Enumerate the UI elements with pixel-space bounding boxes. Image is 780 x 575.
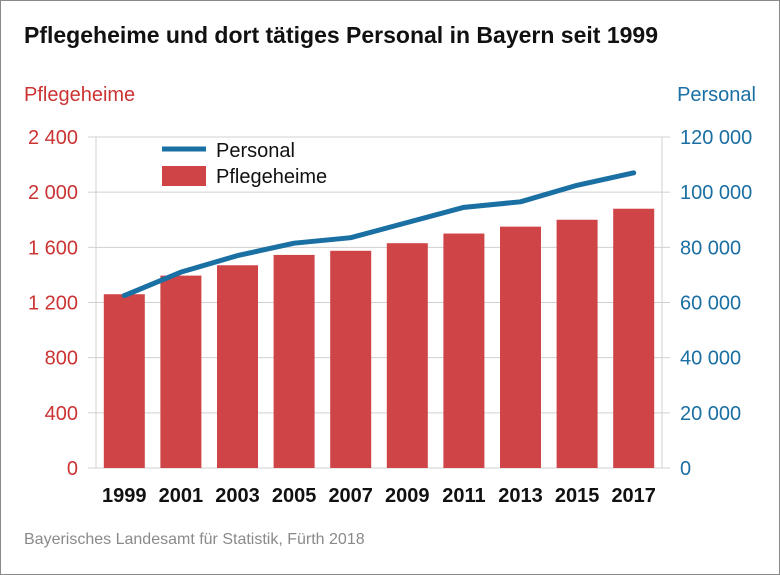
legend-personal-label: Personal bbox=[216, 140, 295, 162]
legend-pflegeheime-label: Pflegeheime bbox=[216, 166, 327, 188]
x-tick-label: 2017 bbox=[611, 485, 656, 507]
x-tick-label: 1999 bbox=[102, 485, 147, 507]
legend-pflegeheime-swatch bbox=[162, 166, 206, 186]
left-axis-ticks: 0 400 800 1 200 1 600 2 000 2 400 bbox=[28, 127, 96, 480]
personal-line bbox=[121, 170, 637, 299]
x-tick-label: 2005 bbox=[272, 485, 317, 507]
left-tick-label: 2 000 bbox=[28, 182, 78, 204]
chart-title: Pflegeheime und dort tätiges Personal in… bbox=[24, 22, 658, 48]
bar-2015 bbox=[556, 219, 598, 468]
line-layer bbox=[121, 170, 637, 299]
left-tick-label: 400 bbox=[45, 403, 78, 425]
legend: Personal Pflegeheime bbox=[162, 140, 327, 188]
bar-2017 bbox=[613, 208, 655, 468]
bar-2003 bbox=[217, 265, 258, 468]
right-tick-label: 120 000 bbox=[680, 127, 752, 149]
x-tick-label: 2003 bbox=[215, 485, 260, 507]
left-tick-label: 0 bbox=[67, 458, 78, 480]
bars-layer bbox=[103, 208, 655, 468]
left-tick-label: 800 bbox=[45, 348, 78, 370]
bar-2011 bbox=[443, 233, 485, 468]
right-tick-label: 40 000 bbox=[680, 348, 741, 370]
x-tick-label: 2001 bbox=[159, 485, 204, 507]
right-tick-label: 20 000 bbox=[680, 403, 741, 425]
source-note: Bayerisches Landesamt für Statistik, Für… bbox=[24, 531, 365, 548]
right-axis-ticks: 0 20 000 40 000 60 000 80 000 100 000 120 000 bbox=[662, 127, 752, 480]
bar-2009 bbox=[386, 243, 428, 468]
right-tick-label: 60 000 bbox=[680, 293, 741, 315]
bar-2007 bbox=[330, 250, 372, 468]
x-tick-label: 2007 bbox=[328, 485, 373, 507]
bar-2001 bbox=[160, 275, 202, 468]
left-axis-label: Pflegeheime bbox=[24, 84, 136, 106]
right-tick-label: 100 000 bbox=[680, 182, 752, 204]
x-axis-ticks: 1999 2001 2003 2005 2007 2009 2011 2013 2015 2017 bbox=[102, 485, 656, 507]
right-tick-label: 0 bbox=[680, 458, 691, 480]
bar-2005 bbox=[273, 254, 315, 468]
left-tick-label: 1 200 bbox=[28, 293, 78, 315]
bar-1999 bbox=[103, 294, 145, 468]
x-tick-label: 2013 bbox=[498, 485, 543, 507]
right-axis-label: Personal bbox=[677, 84, 756, 106]
right-tick-label: 80 000 bbox=[680, 237, 741, 259]
bar-2013 bbox=[500, 226, 541, 468]
left-tick-label: 2 400 bbox=[28, 127, 78, 149]
left-tick-label: 1 600 bbox=[28, 237, 78, 259]
x-tick-label: 2011 bbox=[442, 485, 485, 507]
x-tick-label: 2015 bbox=[555, 485, 600, 507]
x-tick-label: 2009 bbox=[385, 485, 430, 507]
